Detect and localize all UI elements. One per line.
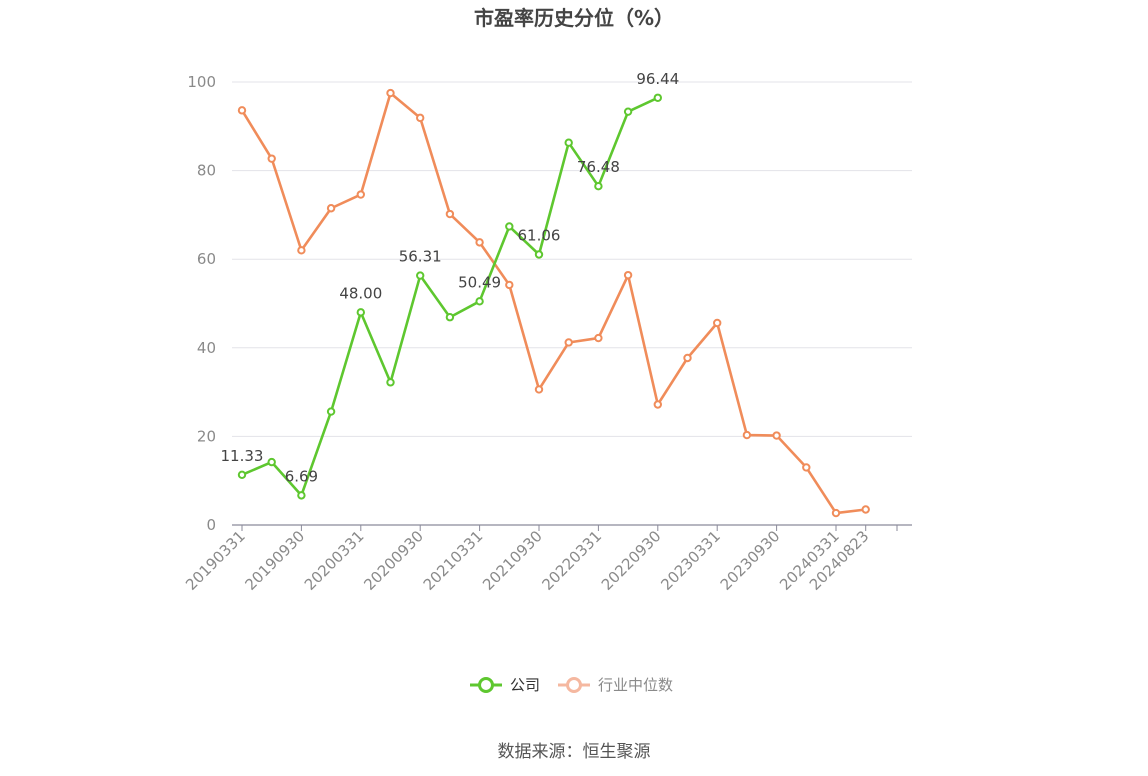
data-point [802, 463, 811, 472]
y-tick-label: 100 [187, 73, 216, 91]
data-label: 56.31 [399, 248, 442, 266]
legend-industry-label: 行业中位数 [598, 676, 673, 694]
x-tick-label: 20190930 [242, 527, 309, 594]
data-point [356, 190, 365, 199]
data-label: 61.06 [518, 227, 561, 245]
grid-lines [232, 81, 912, 437]
data-point [386, 378, 395, 387]
series-line [240, 91, 866, 515]
x-tick-label: 20230331 [657, 527, 724, 594]
data-point [861, 505, 870, 514]
data-label: 50.49 [458, 273, 501, 291]
data-point [653, 93, 662, 102]
y-tick-label: 40 [197, 339, 216, 357]
data-point [445, 313, 455, 322]
data-point [683, 353, 692, 363]
x-tick-label: 20210930 [479, 527, 546, 594]
legend-industry-marker [566, 677, 582, 693]
x-tick-label: 20230930 [717, 527, 784, 594]
data-label: 96.44 [636, 70, 679, 88]
data-label: 6.69 [285, 467, 318, 485]
data-labels: 11.33 6.69 48.00 56.31 50.49 61.06 76.48 96.44 [221, 70, 680, 486]
data-label: 76.48 [577, 158, 620, 176]
data-point [326, 407, 336, 416]
x-tick-label: 20200930 [360, 527, 427, 594]
data-point [623, 107, 633, 116]
x-axis: 2019033120190930202003312020093020210331… [182, 524, 912, 594]
legend-company-marker [478, 677, 494, 693]
data-point [445, 209, 455, 219]
legend-item-company[interactable]: 公司 [470, 676, 540, 694]
x-tick-label: 20210331 [420, 527, 487, 594]
x-tick-label: 20200331 [301, 527, 368, 594]
y-tick-label: 80 [197, 162, 216, 180]
data-point [416, 271, 425, 280]
data-point [237, 470, 247, 480]
data-point [416, 113, 425, 123]
data-point [326, 204, 336, 213]
data-label: 48.00 [339, 284, 382, 302]
data-point [475, 238, 484, 247]
x-tick-label: 20220930 [598, 527, 665, 594]
data-point [623, 270, 633, 280]
y-tick-label: 60 [197, 250, 216, 268]
data-point [713, 318, 722, 328]
data-point [564, 138, 573, 147]
data-point [475, 297, 484, 306]
data-point [386, 88, 395, 98]
x-tick-label: 20190331 [182, 527, 249, 594]
series-layer [237, 88, 870, 518]
chart-title: 市盈率历史分位（%） [474, 6, 674, 30]
y-tick-label: 0 [206, 516, 216, 534]
data-point [772, 431, 781, 440]
legend-item-industry-median[interactable]: 行业中位数 [558, 676, 673, 694]
y-tick-label: 20 [197, 427, 216, 445]
data-point [594, 181, 603, 191]
data-point [742, 430, 752, 440]
data-point [831, 508, 841, 518]
data-point [505, 222, 514, 231]
data-point [534, 250, 544, 259]
data-point [534, 385, 544, 394]
legend-company-label: 公司 [510, 676, 540, 694]
source-note: 数据来源：恒生聚源 [498, 742, 651, 762]
data-point [505, 280, 514, 290]
data-point [653, 400, 662, 409]
data-point [297, 491, 306, 500]
data-point [297, 246, 306, 255]
data-point [237, 106, 247, 115]
data-point [564, 338, 573, 347]
data-point [267, 154, 276, 163]
x-tick-label: 20220331 [539, 527, 606, 594]
data-point [267, 457, 276, 467]
legend: 公司 行业中位数 [470, 676, 673, 694]
data-point [594, 333, 603, 343]
data-label: 11.33 [221, 447, 264, 465]
data-point [356, 308, 365, 317]
y-axis-ticks: 0 20 40 60 80 100 [187, 73, 216, 534]
